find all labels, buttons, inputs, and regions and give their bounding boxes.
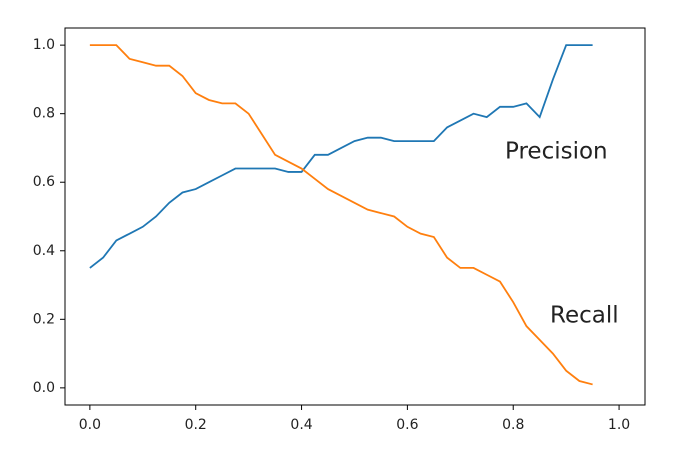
y-tick-label: 0.4 [33,243,55,259]
y-tick-label: 0.0 [33,380,55,396]
series-line [89,44,593,269]
x-tick-label: 1.0 [608,417,630,433]
x-tick-label: 0.6 [396,417,418,433]
series-label: Recall [550,303,619,329]
plot-frame [64,27,646,406]
x-tick-label: 0.0 [79,417,101,433]
x-tick-label: 0.8 [502,417,524,433]
x-tick-label: 0.4 [290,417,312,433]
y-tick-label: 0.8 [33,106,55,122]
series-line [89,44,593,386]
x-tick-label: 0.2 [185,417,207,433]
y-tick-label: 1.0 [33,37,55,53]
y-tick-label: 0.2 [33,311,55,327]
y-tick-label: 0.6 [33,174,55,190]
series-label: Precision [505,139,608,165]
